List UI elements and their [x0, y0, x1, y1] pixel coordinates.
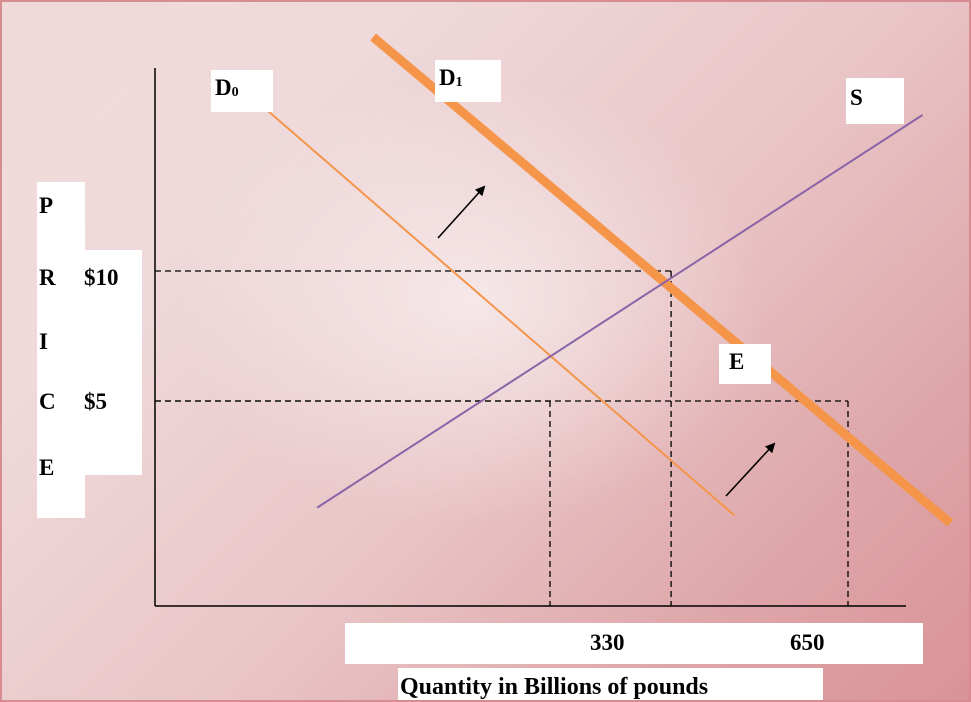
label-d0-sub: 0	[231, 85, 239, 100]
shift-arrow-1	[437, 185, 486, 239]
guide-lines	[155, 270, 849, 606]
y-axis-letter-r: R	[39, 265, 56, 290]
shift-arrow-2	[725, 442, 776, 497]
label-d0: D0	[211, 70, 273, 112]
label-e: E	[719, 344, 771, 384]
label-e-text: E	[729, 349, 745, 374]
y-tick-labels: $10 $5	[82, 250, 142, 475]
y-axis-letter-i: I	[39, 329, 48, 354]
label-s: S	[846, 78, 904, 124]
label-d1-sub: 1	[455, 75, 463, 90]
y-axis-letter-e: E	[39, 455, 55, 480]
y-tick-10: $10	[84, 265, 119, 290]
curve-d0	[242, 88, 736, 517]
y-tick-5: $5	[84, 389, 107, 414]
curve-s	[316, 114, 924, 509]
y-axis-title: P R I C E	[37, 182, 85, 518]
x-tick-labels: 330 650	[345, 623, 923, 664]
label-s-main: S	[850, 85, 863, 110]
x-tick-330: 330	[590, 630, 625, 655]
label-d0-main: D	[215, 75, 232, 100]
label-d1: D1	[435, 60, 501, 102]
axes	[154, 68, 906, 607]
label-d1-main: D	[439, 65, 456, 90]
shift-arrows	[437, 185, 776, 497]
x-tick-650: 650	[790, 630, 825, 655]
y-axis-letter-p: P	[39, 193, 54, 218]
x-axis-title: Quantity in Billions of pounds	[398, 668, 823, 700]
curve-d1	[370, 33, 954, 527]
curves	[242, 33, 954, 527]
y-axis-letter-c: C	[39, 389, 56, 414]
